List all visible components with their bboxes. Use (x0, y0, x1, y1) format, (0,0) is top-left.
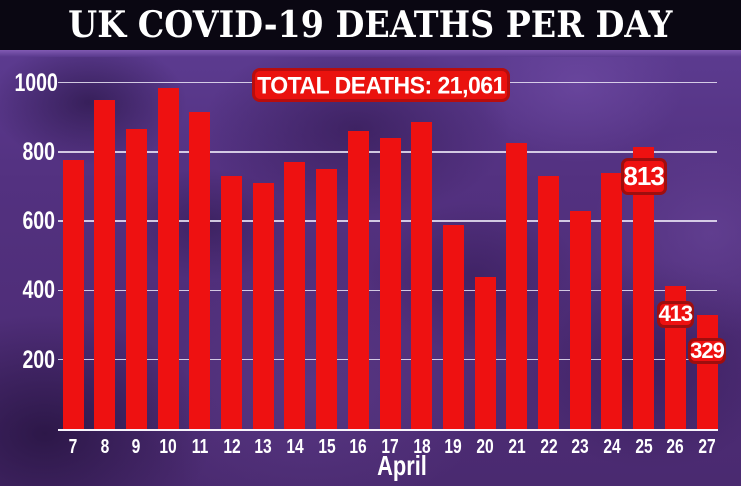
x-axis-tick-12: 12 (222, 436, 241, 458)
x-axis-tick-11: 11 (191, 436, 209, 458)
bar-april-12 (221, 176, 242, 431)
x-axis-line (58, 428, 718, 431)
y-axis-tick-200: 200 (22, 345, 55, 374)
x-axis-tick-17: 17 (381, 436, 399, 458)
total-deaths-label: TOTAL DEATHS: 21,061 (257, 70, 505, 99)
x-axis-tick-26: 26 (666, 436, 684, 458)
y-axis-tick-600: 600 (22, 207, 55, 236)
x-axis-tick-16: 16 (349, 436, 367, 458)
bar-april-25 (633, 147, 655, 431)
x-axis-tick-25: 25 (634, 436, 653, 458)
x-axis-tick-21: 21 (508, 436, 526, 458)
x-axis-tick-24: 24 (603, 436, 621, 458)
data-label-april-25: 813 (620, 158, 667, 196)
x-axis-tick-20: 20 (476, 436, 494, 458)
bar-april-14 (284, 162, 306, 431)
bar-april-23 (569, 210, 591, 431)
x-axis-tick-19: 19 (444, 436, 463, 458)
bar-april-16 (347, 131, 369, 431)
x-axis-tick-13: 13 (254, 436, 272, 458)
y-axis-tick-400: 400 (22, 276, 55, 305)
x-axis-tick-22: 22 (539, 436, 558, 458)
bar-april-7 (62, 160, 84, 431)
y-axis-tick-800: 800 (22, 137, 55, 166)
data-label-april-27: 329 (688, 338, 726, 364)
x-axis-tick-9: 9 (132, 436, 141, 458)
bar-april-18 (411, 122, 433, 431)
x-axis-tick-27: 27 (698, 436, 716, 458)
bar-april-9 (125, 129, 147, 431)
total-deaths-banner: TOTAL DEATHS: 21,061 (252, 68, 510, 102)
y-axis-tick-1000: 1000 (14, 68, 58, 97)
bar-april-22 (538, 176, 559, 431)
bar-april-27 (696, 315, 718, 431)
bar-april-10 (157, 87, 179, 431)
chart-title-bar: UK COVID-19 DEATHS PER DAY (0, 0, 741, 50)
bar-april-11 (189, 111, 211, 431)
x-axis-tick-18: 18 (413, 436, 431, 458)
x-axis-tick-14: 14 (286, 436, 304, 458)
header-divider (0, 50, 741, 57)
bar-april-24 (601, 172, 623, 431)
x-axis-title: April (377, 450, 427, 481)
x-axis-tick-8: 8 (100, 436, 110, 458)
x-axis-tick-10: 10 (159, 436, 177, 458)
x-axis-tick-23: 23 (571, 436, 589, 458)
data-label-april-26: 413 (656, 300, 694, 328)
bar-april-13 (252, 182, 274, 431)
bar-april-20 (474, 276, 496, 431)
bar-april-15 (316, 169, 338, 431)
bar-april-17 (379, 137, 401, 431)
x-axis-tick-7: 7 (68, 436, 78, 458)
chart-title: UK COVID-19 DEATHS PER DAY (68, 3, 673, 47)
bar-april-8 (94, 99, 116, 431)
bar-april-21 (506, 143, 528, 431)
x-axis-tick-15: 15 (317, 436, 336, 458)
bar-april-19 (442, 224, 464, 431)
